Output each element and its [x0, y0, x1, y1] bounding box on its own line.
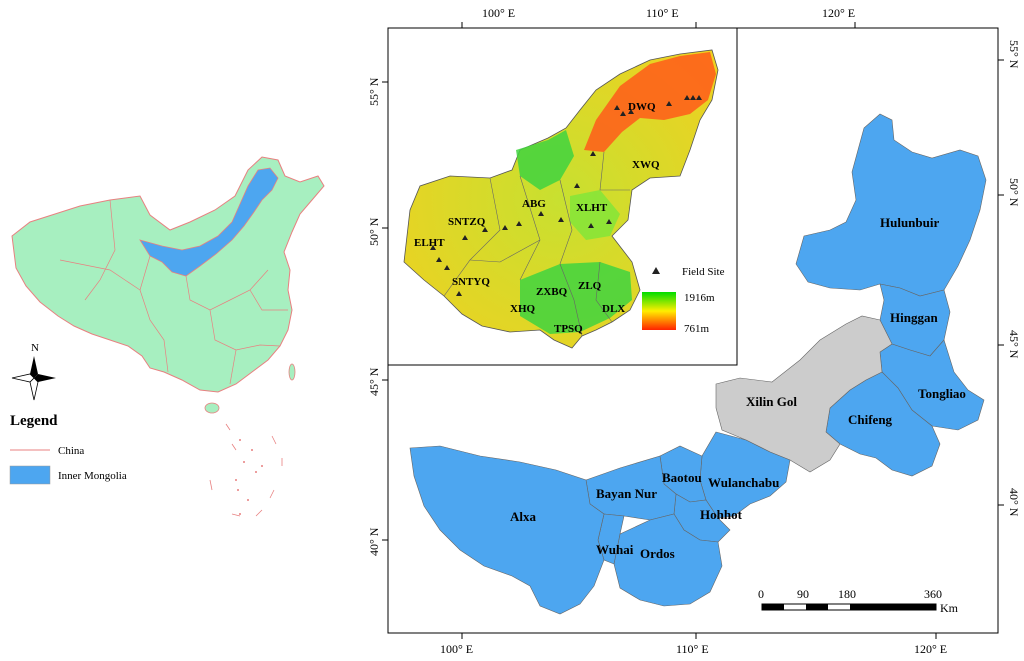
inset-green-center [570, 190, 620, 240]
lon-tick-bottom-100: 100° E [440, 642, 473, 656]
north-arrow: N [11, 342, 56, 401]
region-ordos [613, 513, 723, 607]
lat-tick-right-50: 50° N [1007, 178, 1021, 207]
inset-legend: Field Site 1916m 761m [642, 266, 725, 335]
elevation-gradient [642, 292, 676, 330]
inset-highland [584, 52, 716, 152]
site-xwq: XWQ [632, 159, 660, 171]
site-dwq: DWQ [628, 101, 656, 113]
label-xilin-gol: Xilin Gol [746, 394, 797, 409]
site-dlx: DLX [602, 303, 625, 315]
china-overview-map [11, 156, 325, 517]
lat-tick-left-45: 45° N [367, 367, 381, 396]
legend-title: Legend [10, 413, 58, 429]
inset-county-boundaries [443, 151, 630, 337]
legend-inner-mongolia-label: Inner Mongolia [58, 470, 127, 482]
label-hinggan: Hinggan [890, 310, 938, 325]
site-xhq: XHQ [510, 303, 536, 315]
field-site-label: Field Site [682, 266, 725, 278]
label-chifeng: Chifeng [848, 412, 893, 427]
lat-tick-right-55: 55° N [1007, 40, 1021, 69]
lon-tick-top-100: 100° E [482, 6, 515, 20]
main-map: 100° E 110° E 120° E 100° E 110° E 120° … [367, 6, 1021, 656]
province-boundaries [59, 199, 288, 385]
inset-lat-50: 50° N [367, 217, 381, 246]
field-site-icon [652, 267, 660, 274]
inset-green-west [516, 130, 574, 190]
inset-map: DWQ XWQ ABG XLHT SNTZQ ELHT SNTYQ ZXBQ Z… [367, 27, 738, 366]
site-zxbq: ZXBQ [536, 286, 568, 298]
label-bayan-nur: Bayan Nur [596, 486, 657, 501]
china-outline [11, 156, 325, 393]
site-sntyq: SNTYQ [452, 276, 490, 288]
site-abg: ABG [522, 198, 546, 210]
scale-unit: Km [940, 601, 959, 615]
label-wulanchabu: Wulanchabu [708, 475, 779, 490]
legend-china-label: China [58, 445, 84, 457]
lon-tick-bottom-120: 120° E [914, 642, 947, 656]
nine-dash-line [209, 423, 283, 517]
label-ordos: Ordos [640, 546, 675, 561]
scale-tick-0: 0 [758, 587, 764, 601]
site-elht: ELHT [414, 237, 445, 249]
label-alxa: Alxa [510, 509, 537, 524]
site-zlq: ZLQ [578, 280, 602, 292]
inset-green-south [520, 262, 632, 334]
lat-tick-right-45: 45° N [1007, 330, 1021, 359]
lat-tick-right-40: 40° N [1007, 488, 1021, 517]
inner-mongolia-overview [139, 167, 279, 277]
region-hulunbuir [795, 113, 987, 297]
taiwan-island [288, 363, 296, 381]
lon-tick-top-110: 110° E [646, 6, 679, 20]
lon-tick-top-120: 120° E [822, 6, 855, 20]
north-label: N [31, 342, 39, 354]
elevation-high-label: 1916m [684, 292, 715, 304]
scale-tick-360: 360 [924, 587, 942, 601]
legend-inner-mongolia-swatch [9, 465, 51, 485]
elevation-low-label: 761m [684, 323, 710, 335]
inner-mongolia-regions [409, 113, 987, 615]
label-hulunbuir: Hulunbuir [880, 215, 939, 230]
legend: Legend China Inner Mongolia [9, 413, 127, 485]
scale-tick-90: 90 [797, 587, 809, 601]
site-xlht: XLHT [576, 202, 608, 214]
region-alxa [409, 445, 605, 615]
scale-bar: 0 90 180 360 Km [758, 587, 959, 615]
south-sea-islands [235, 439, 263, 515]
site-tpsq: TPSQ [554, 323, 583, 335]
site-sntzq: SNTZQ [448, 216, 486, 228]
inset-lat-55: 55° N [367, 77, 381, 106]
lat-tick-left-40: 40° N [367, 527, 381, 556]
label-tongliao: Tongliao [918, 386, 966, 401]
field-sites [430, 95, 702, 296]
label-wuhai: Wuhai [596, 542, 634, 557]
lon-tick-bottom-110: 110° E [676, 642, 709, 656]
label-hohhot: Hohhot [700, 507, 743, 522]
label-baotou: Baotou [662, 470, 702, 485]
hainan-island [204, 402, 220, 414]
scale-tick-180: 180 [838, 587, 856, 601]
